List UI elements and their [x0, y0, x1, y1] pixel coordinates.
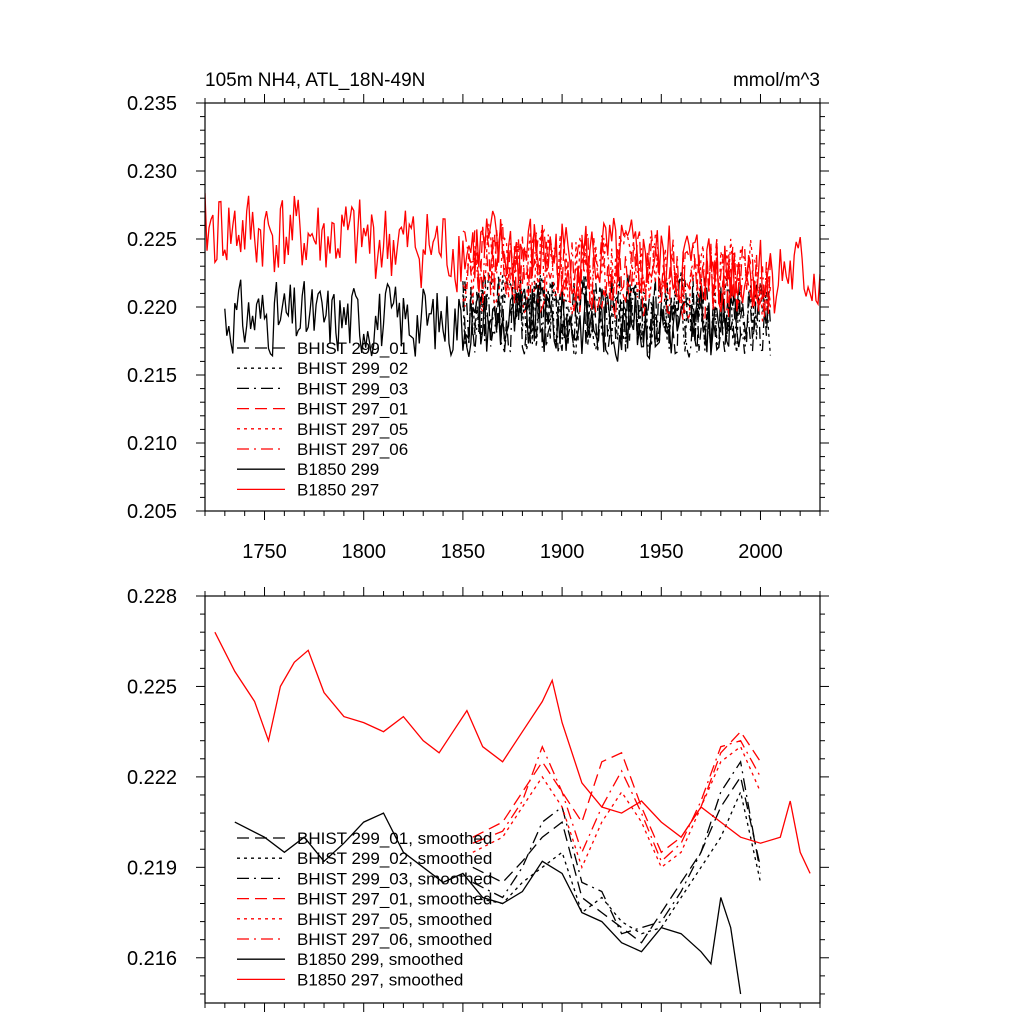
- legend-entry: BHIST 297_05, smoothed: [297, 910, 492, 929]
- legend-entry: BHIST 299_03: [297, 379, 408, 398]
- series-line-1: [472, 775, 762, 944]
- y-tick-label: 0.220: [127, 297, 177, 319]
- series-line-8: [205, 193, 820, 314]
- legend-entry: BHIST 297_05: [297, 420, 408, 439]
- y-tick-label: 0.219: [127, 857, 177, 879]
- y-tick-label: 0.205: [127, 501, 177, 523]
- y-tick-label: 0.228: [127, 586, 177, 608]
- x-tick-label: 2000: [738, 541, 783, 563]
- legend-entry: BHIST 297_01: [297, 400, 408, 419]
- x-tick-label: 1950: [639, 541, 684, 563]
- top-panel-plot-area: 1750 1800 1850 1900 1950 2000 0.205 0.210 0.215 0…: [127, 93, 829, 563]
- legend-entry: BHIST 297_06, smoothed: [297, 930, 492, 949]
- legend-entry: BHIST 297_01, smoothed: [297, 890, 492, 909]
- series-lines: [205, 193, 820, 362]
- y-tick-label: 0.225: [127, 229, 177, 251]
- y-tick-label: 0.225: [127, 676, 177, 698]
- plot-frame: [204, 595, 821, 1004]
- top-panel-unit-label: mmol/m^3: [733, 70, 820, 91]
- series-line-2: [462, 271, 772, 358]
- x-tick-label: 1850: [441, 541, 486, 563]
- top-panel: 105m NH4, ATL_18N-49N mmol/m^3 1750 1800 1…: [127, 70, 829, 563]
- series-line-6: [472, 739, 762, 863]
- legend-entry: BHIST 299_03, smoothed: [297, 869, 492, 888]
- y-tick-label: 0.235: [127, 93, 177, 115]
- series-lines: [214, 631, 811, 995]
- legend-entry: BHIST 299_02, smoothed: [297, 849, 492, 868]
- legend-entry: BHIST 297_06: [297, 440, 408, 459]
- y-tick-label: 0.230: [127, 161, 177, 183]
- series-line-5: [472, 745, 762, 870]
- legend-entry: BHIST 299_01: [297, 339, 408, 358]
- bottom-panel: 0.216 0.219 0.222 0.225 0.228 BHIST 299_01, …: [127, 586, 829, 1012]
- y-tick-label: 0.215: [127, 365, 177, 387]
- x-tick-label: 1750: [242, 541, 287, 563]
- series-line-2: [472, 789, 762, 935]
- bottom-panel-plot-area: 0.216 0.219 0.222 0.225 0.228: [127, 586, 829, 1012]
- y-tick-label: 0.216: [127, 948, 177, 970]
- legend-entry: BHIST 299_01, smoothed: [297, 829, 492, 848]
- y-tick-label: 0.210: [127, 433, 177, 455]
- series-line-7: [234, 812, 742, 995]
- legend-entry: BHIST 299_02: [297, 359, 408, 378]
- series-line-7: [224, 279, 742, 362]
- y-tick-label: 0.222: [127, 767, 177, 789]
- legend-entry: B1850 299: [297, 460, 379, 479]
- series-line-3: [472, 760, 762, 935]
- legend-entry: B1850 297: [297, 480, 379, 499]
- x-tick-label: 1800: [341, 541, 386, 563]
- series-line-8: [214, 631, 811, 874]
- legend-entry: B1850 299, smoothed: [297, 950, 463, 969]
- top-panel-title: 105m NH4, ATL_18N-49N: [205, 70, 425, 91]
- series-line-4: [472, 730, 762, 854]
- x-tick-label: 1900: [540, 541, 585, 563]
- legend-entry: B1850 297, smoothed: [297, 970, 463, 989]
- series-line-3: [462, 272, 772, 358]
